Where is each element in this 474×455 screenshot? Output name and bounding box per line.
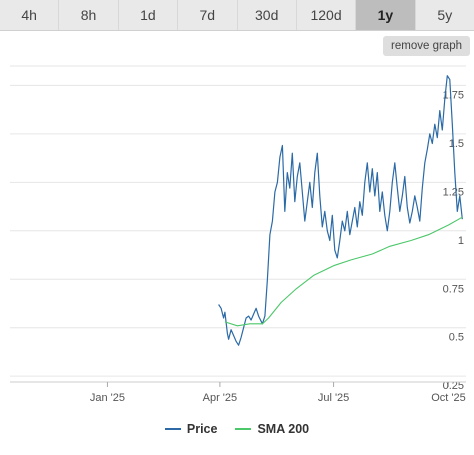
legend-swatch — [235, 428, 252, 430]
tab-1d[interactable]: 1d — [118, 0, 179, 30]
legend-swatch — [164, 428, 181, 430]
tab-120d[interactable]: 120d — [296, 0, 357, 30]
y-tick-label: 1.25 — [443, 186, 464, 198]
y-tick-label: 0.25 — [443, 380, 464, 392]
tab-8h[interactable]: 8h — [59, 0, 119, 30]
chart-legend: Price SMA 200 — [0, 421, 474, 437]
y-tick-label: 1.5 — [449, 138, 464, 150]
y-tick-label: 1 — [458, 235, 464, 247]
x-tick-label: Jul '25 — [318, 392, 349, 404]
tab-30d[interactable]: 30d — [237, 0, 297, 30]
legend-label: Price — [186, 422, 218, 436]
series-line-sma-200 — [224, 216, 463, 327]
tab-5y[interactable]: 5y — [415, 0, 474, 30]
legend-item-sma-200[interactable]: SMA 200 — [235, 421, 309, 437]
tab-7d[interactable]: 7d — [178, 0, 238, 30]
series-line-price — [218, 75, 463, 346]
price-chart: 0.25 0.5 0.75 1 1.25 1.5 1.75 Jan '25 Apr '25 Jul… — [10, 65, 466, 404]
y-tick-label: 0.5 — [449, 332, 464, 344]
x-tick-label: Oct '25 — [431, 392, 466, 404]
remove-graph-button[interactable]: remove graph — [383, 36, 470, 56]
tab-4h[interactable]: 4h — [0, 0, 60, 30]
x-tick-label: Jan '25 — [90, 392, 125, 404]
timeframe-tabs: 4h 8h 1d 7d 30d 120d 1y 5y — [0, 0, 474, 31]
y-tick-label: 0.75 — [443, 283, 464, 295]
legend-item-price[interactable]: Price — [164, 421, 218, 437]
y-tick-label: 1.75 — [443, 89, 464, 101]
legend-label: SMA 200 — [257, 422, 310, 436]
tab-1y[interactable]: 1y — [356, 0, 416, 30]
x-tick-label: Apr '25 — [203, 392, 238, 404]
